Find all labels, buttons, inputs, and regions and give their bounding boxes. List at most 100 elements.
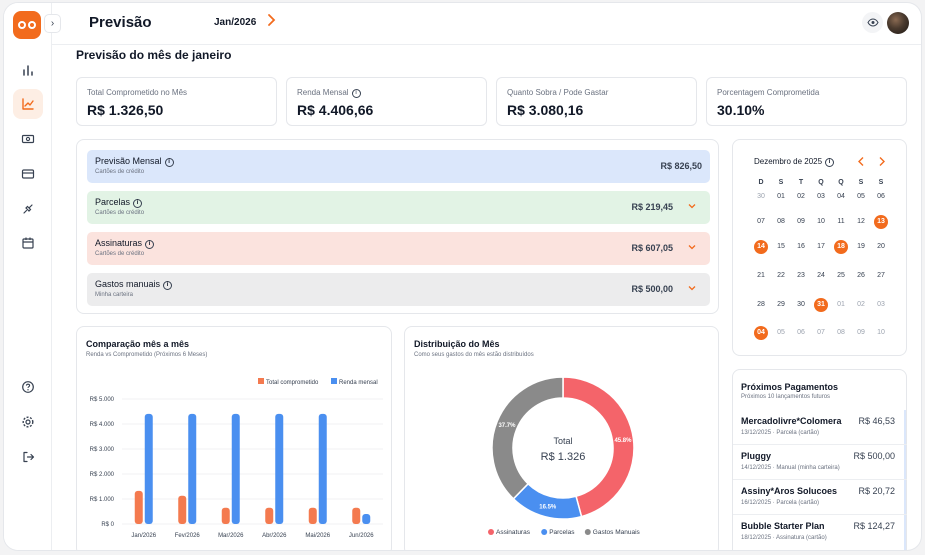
trend-chart-icon[interactable] — [13, 89, 43, 119]
calendar-day[interactable]: 10 — [877, 329, 885, 336]
calendar-day[interactable]: 17 — [817, 243, 825, 250]
legend-swatch — [488, 529, 494, 535]
calendar-day[interactable]: 07 — [817, 329, 825, 336]
calendar-day[interactable]: 06 — [797, 329, 805, 336]
calendar-day[interactable]: 24 — [817, 272, 825, 279]
calendar-day-marked[interactable]: 14 — [754, 240, 768, 254]
calendar-day[interactable]: 23 — [797, 272, 805, 279]
calendar-prev-icon[interactable] — [857, 154, 865, 172]
chevron-down-icon[interactable] — [688, 283, 696, 293]
kpi-value: R$ 1.326,50 — [87, 102, 164, 118]
bar-income — [231, 413, 240, 524]
bar-committed — [352, 507, 361, 524]
calendar-day[interactable]: 16 — [797, 243, 805, 250]
plug-icon[interactable] — [13, 194, 43, 224]
calendar-day[interactable]: 21 — [757, 272, 765, 279]
calendar-day[interactable]: 11 — [837, 218, 845, 225]
payment-detail: 14/12/2025 · Manual (minha carteira) — [741, 465, 840, 471]
calendar-day[interactable]: 10 — [817, 218, 825, 225]
calendar-day[interactable]: 05 — [857, 193, 865, 200]
info-icon[interactable]: i — [133, 199, 143, 208]
calendar-next-icon[interactable] — [878, 154, 886, 172]
avatar[interactable] — [887, 12, 909, 34]
next-month-arrow-icon[interactable] — [266, 13, 276, 30]
bar-committed — [134, 490, 143, 524]
x-tick-label: Jun/2026 — [349, 533, 374, 539]
list-item[interactable]: Mercadolivre*Colomera 13/12/2025 · Parce… — [733, 410, 907, 445]
calendar-day[interactable]: 08 — [777, 218, 785, 225]
money-icon[interactable] — [13, 124, 43, 154]
calendar-weekday: S — [858, 179, 864, 186]
forecast-amount: R$ 607,05 — [631, 243, 673, 253]
calendar-day[interactable]: 03 — [877, 301, 885, 308]
calendar-day[interactable]: 08 — [837, 329, 845, 336]
info-icon[interactable]: i — [825, 158, 835, 167]
donut-slice — [562, 376, 635, 518]
comparison-bar-chart: R$ 5.000 R$ 4.000 R$ 3.000 R$ 2.000 R$ 1.000… — [90, 378, 383, 539]
info-icon[interactable]: i — [164, 158, 174, 167]
forecast-row-installments[interactable]: Parcelas i Cartões de crédito R$ 219,45 — [87, 191, 710, 224]
info-icon[interactable]: i — [351, 89, 361, 98]
list-item[interactable]: Assiny*Aros Solucoes 16/12/2025 · Parcel… — [733, 480, 907, 515]
month-selector[interactable]: Jan/2026 — [214, 17, 257, 28]
payment-detail: 13/12/2025 · Parcela (cartão) — [741, 430, 820, 436]
logout-icon[interactable] — [13, 442, 43, 472]
calendar-day-marked[interactable]: 18 — [834, 240, 848, 254]
calendar-day[interactable]: 12 — [857, 218, 865, 225]
distribution-subtitle: Como seus gastos do mês estão distribuíd… — [414, 352, 534, 358]
calendar-day[interactable]: 09 — [857, 329, 865, 336]
eye-icon[interactable] — [862, 12, 883, 33]
help-icon[interactable] — [13, 372, 43, 402]
bar-chart-icon[interactable] — [13, 55, 43, 85]
chevron-down-icon[interactable] — [688, 242, 696, 252]
legend-label: Total comprometido — [266, 380, 319, 386]
calendar-day[interactable]: 26 — [857, 272, 865, 279]
forecast-row-manual[interactable]: Gastos manuais i Minha carteira R$ 500,00 — [87, 273, 710, 306]
calendar-day[interactable]: 19 — [857, 243, 865, 250]
info-icon[interactable]: i — [145, 240, 155, 249]
calendar-day[interactable]: 22 — [777, 272, 785, 279]
kpi-value: R$ 3.080,16 — [507, 102, 584, 118]
calendar-day[interactable]: 05 — [777, 329, 785, 336]
forecast-amount: R$ 826,50 — [660, 161, 702, 171]
calendar-day[interactable]: 28 — [757, 301, 765, 308]
calendar-day[interactable]: 30 — [797, 301, 805, 308]
calendar-day[interactable]: 03 — [817, 193, 825, 200]
calendar-day[interactable]: 07 — [757, 218, 765, 225]
app-logo[interactable] — [13, 11, 41, 39]
calendar-day[interactable]: 01 — [837, 301, 845, 308]
info-icon[interactable]: i — [163, 281, 173, 290]
list-item[interactable]: Pluggy 14/12/2025 · Manual (minha cartei… — [733, 445, 907, 480]
bar-income — [144, 413, 153, 524]
page-header-title: Previsão — [89, 14, 152, 31]
chevron-down-icon[interactable] — [688, 201, 696, 211]
calendar-day[interactable]: 29 — [777, 301, 785, 308]
forecast-subtitle: Cartões de crédito — [95, 210, 145, 216]
calendar-day[interactable]: 30 — [757, 193, 765, 200]
calendar-day[interactable]: 06 — [877, 193, 885, 200]
credit-card-icon[interactable] — [13, 159, 43, 189]
list-item[interactable]: Bubble Starter Plan 18/12/2025 · Assinat… — [733, 515, 907, 550]
sidebar-collapse-button[interactable]: › — [44, 14, 61, 33]
calendar-day[interactable]: 09 — [797, 218, 805, 225]
calendar-day[interactable]: 20 — [877, 243, 885, 250]
calendar-day[interactable]: 04 — [837, 193, 845, 200]
calendar-day[interactable]: 01 — [777, 193, 785, 200]
distribution-donut-chart: 45.8% 16.5% 37.7% Total R$ 1.326 Assinaturas P… — [488, 376, 641, 536]
forecast-row-subscriptions[interactable]: Assinaturas i Cartões de crédito R$ 607,0… — [87, 232, 710, 265]
calendar-day-marked[interactable]: 31 — [814, 298, 828, 312]
calendar-day-marked[interactable]: 04 — [754, 326, 768, 340]
calendar-day-marked[interactable]: 13 — [874, 215, 888, 229]
scrollbar[interactable] — [904, 410, 906, 550]
kpi-total-committed: Total Comprometido no Mês R$ 1.326,50 — [76, 77, 277, 126]
calendar-day[interactable]: 15 — [777, 243, 785, 250]
y-tick-label: R$ 3.000 — [90, 447, 115, 453]
forecast-row-monthly[interactable]: Previsão Mensal i Cartões de crédito R$ 8… — [87, 150, 710, 183]
calendar-day[interactable]: 02 — [797, 193, 805, 200]
calendar-icon[interactable] — [13, 228, 43, 258]
forecast-title: Parcelas — [95, 197, 131, 207]
calendar-day[interactable]: 25 — [837, 272, 845, 279]
gear-icon[interactable] — [13, 407, 43, 437]
calendar-day[interactable]: 27 — [877, 272, 885, 279]
calendar-day[interactable]: 02 — [857, 301, 865, 308]
